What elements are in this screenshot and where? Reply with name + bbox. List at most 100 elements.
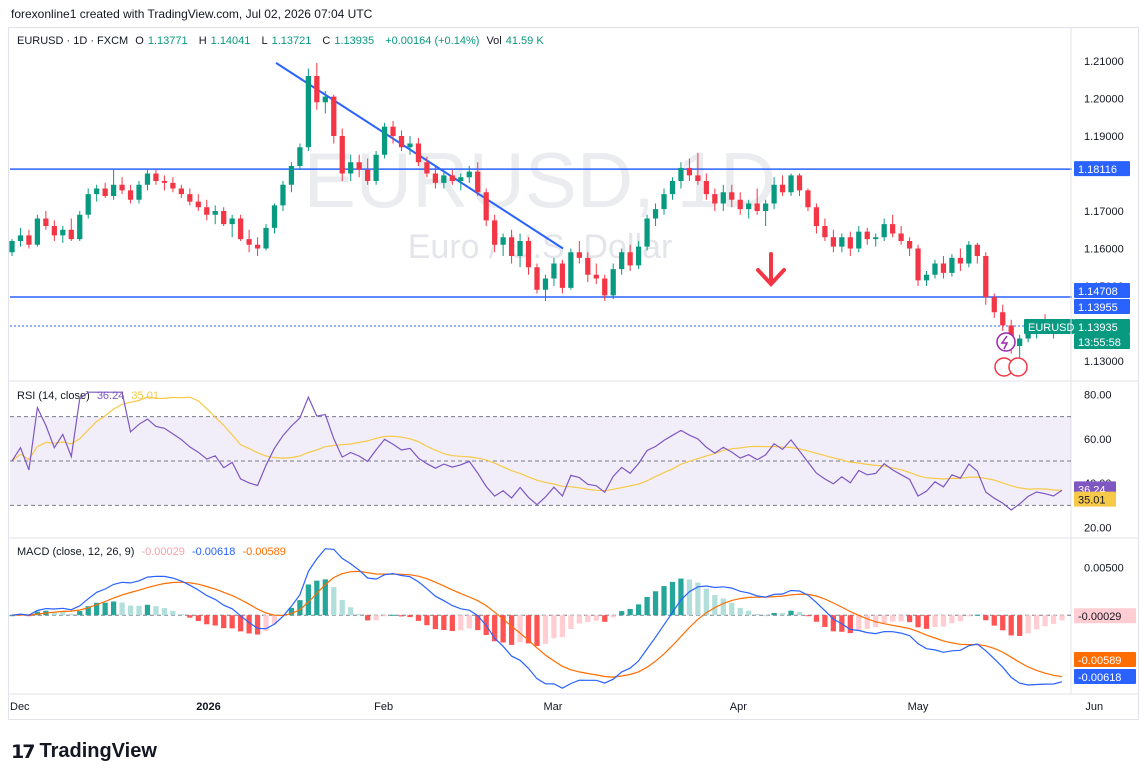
macd-histogram-bar: [678, 578, 684, 616]
macd-histogram-bar: [449, 615, 455, 631]
candle-body: [449, 175, 455, 181]
macd-histogram-bar: [754, 614, 760, 616]
ohlc-close: C 1.13935: [322, 35, 375, 47]
candle-body: [68, 229, 74, 240]
macd-histogram-bar: [68, 613, 74, 616]
candle-body: [246, 239, 252, 245]
candle-body: [551, 263, 557, 279]
rsi-ma-value-label: 35.01: [1078, 495, 1106, 507]
macd-hist-value-label-bg: [1074, 608, 1136, 624]
macd-histogram-bar: [737, 607, 743, 616]
macd-histogram-bar: [542, 615, 549, 644]
price-axis-tick: 1.17000: [1084, 206, 1124, 218]
candle-body: [720, 192, 726, 204]
candle-body: [847, 237, 853, 249]
macd-histogram-bar: [170, 610, 176, 616]
macd-histogram-bar: [339, 599, 345, 616]
macd-signal-value-label: -0.00589: [1078, 655, 1121, 667]
tradingview-wordmark: TradingView: [39, 740, 157, 762]
macd-histogram-bar: [712, 595, 718, 616]
macd-histogram-bar: [746, 610, 752, 616]
macd-histogram-bar: [432, 615, 439, 630]
candle-body: [763, 203, 769, 211]
ohlc-high: H 1.14041: [198, 35, 251, 47]
macd-histogram-bar: [238, 615, 244, 632]
candle-body: [348, 162, 354, 174]
candle-body: [576, 252, 582, 258]
rsi-axis-tick: 60.00: [1084, 434, 1112, 446]
macd-title[interactable]: MACD (close, 12, 26, 9): [17, 546, 135, 558]
candle-body: [356, 162, 362, 170]
candle-body: [500, 237, 506, 245]
macd-histogram-bar: [881, 615, 887, 624]
candle-body: [9, 241, 15, 253]
macd-hist-value: -0.00029: [141, 546, 185, 558]
candle-body: [102, 188, 108, 196]
candle-body: [77, 214, 83, 240]
price-label-resistance-bg: [1074, 161, 1130, 177]
macd-histogram-bar: [847, 615, 853, 634]
candle-body: [1017, 338, 1023, 346]
candle-body: [627, 252, 633, 266]
time-axis-label: Apr: [730, 701, 747, 713]
candle-body: [305, 76, 311, 148]
macd-histogram-bar: [652, 591, 659, 616]
macd-histogram-bar: [424, 615, 430, 626]
candle-body: [873, 237, 879, 240]
candle-body: [17, 235, 24, 241]
macd-histogram-bar: [492, 615, 498, 642]
candle-body: [60, 229, 66, 236]
rsi-ma-value-label-bg: [1074, 491, 1116, 507]
candle-body: [585, 257, 591, 275]
macd-histogram-bar: [627, 608, 633, 616]
macd-signal-value-label-bg: [1074, 652, 1136, 667]
candle-body: [729, 192, 735, 200]
macd-histogram-bar: [1025, 615, 1031, 634]
candle-body: [153, 173, 159, 181]
macd-histogram-bar: [720, 598, 726, 616]
candle-body: [593, 274, 599, 279]
rsi-ma-value: 35.01: [131, 390, 159, 402]
macd-histogram-bar: [390, 614, 396, 616]
macd-histogram-bar: [458, 615, 464, 631]
candle-body: [415, 143, 422, 163]
candle-body: [991, 297, 997, 313]
rsi-title[interactable]: RSI (14, close): [17, 390, 90, 402]
candle-body: [661, 194, 667, 210]
macd-histogram-bar: [949, 615, 955, 624]
symbol-badge-bg: [1024, 318, 1074, 334]
candle-body: [280, 184, 286, 206]
macd-histogram-bar: [187, 615, 193, 618]
macd-histogram-bar: [779, 613, 786, 616]
macd-histogram-bar: [517, 615, 523, 643]
candle-body: [483, 192, 489, 221]
symbol-info-line: EURUSD · 1D · FXCM O 1.13771 H 1.14041 L 1.…: [17, 35, 552, 47]
macd-histogram-bar: [602, 615, 608, 622]
candle-body: [381, 126, 388, 155]
candle-body: [263, 227, 269, 249]
last-price-label: 1.13935: [1078, 322, 1118, 334]
symbol-title[interactable]: EURUSD · 1D · FXCM: [17, 35, 129, 47]
candle-body: [974, 244, 980, 256]
candle-body: [864, 231, 870, 240]
macd-histogram-bar: [398, 615, 405, 617]
candle-body: [619, 252, 625, 270]
candle-body: [940, 263, 947, 273]
price-label-high-bg: [1074, 298, 1130, 314]
candle-body: [221, 211, 227, 225]
candle-body: [712, 194, 718, 204]
price-label-high: 1.13955: [1078, 302, 1118, 314]
time-axis-label: Feb: [374, 701, 393, 713]
macd-histogram-bar: [263, 615, 269, 631]
macd-histogram-bar: [94, 602, 100, 616]
macd-histogram-bar: [856, 615, 862, 631]
candle-body: [119, 184, 125, 191]
macd-histogram-bar: [331, 587, 337, 616]
rsi-value: 36.24: [96, 390, 125, 402]
tradingview-logo[interactable]: 17 TradingView: [11, 740, 157, 763]
macd-histogram-bar: [9, 615, 15, 617]
macd-histogram-bar: [297, 600, 303, 616]
price-axis-tick: 1.19000: [1084, 131, 1124, 143]
macd-histogram-bar: [525, 615, 532, 644]
